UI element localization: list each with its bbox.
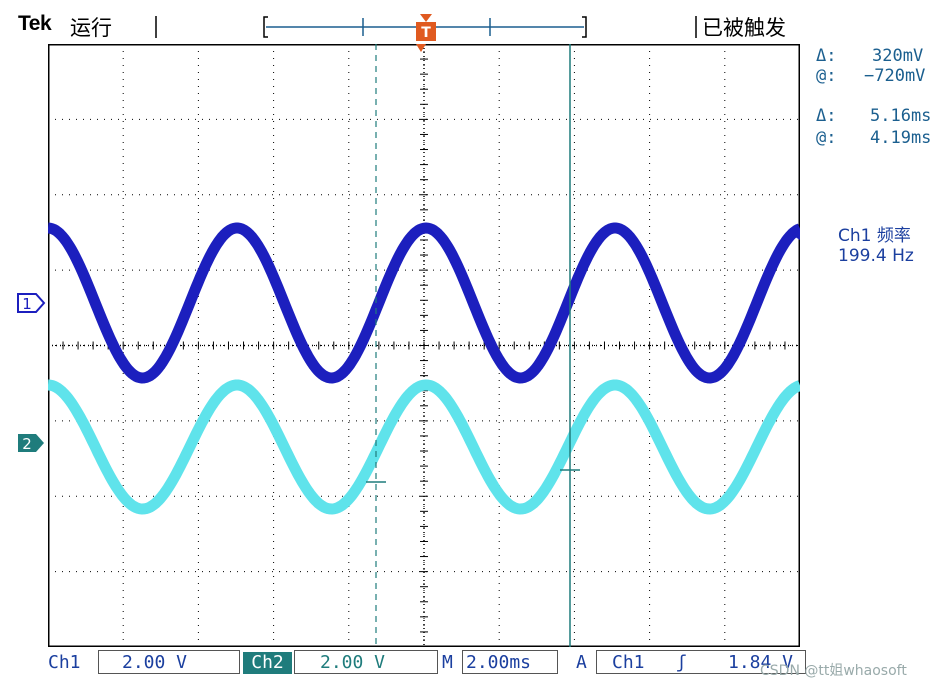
- trigger-box[interactable]: [596, 650, 806, 674]
- trigger-level-marker-icon: [792, 230, 800, 240]
- ch2-scale-box[interactable]: [294, 650, 438, 674]
- timebase-value[interactable]: 2.00ms: [466, 652, 532, 673]
- cursor-readouts: Δ: 320mV @: −720mV Δ: 5.16ms @: 4.19ms: [816, 44, 952, 274]
- brand-logo: Tek: [18, 12, 52, 35]
- at-t-label: @:: [816, 128, 837, 148]
- timebase-box[interactable]: [462, 650, 558, 674]
- ch2-waveform: [48, 379, 800, 515]
- ch1-ground-marker-icon[interactable]: 1: [16, 290, 50, 318]
- delta-v-label: Δ:: [816, 46, 837, 66]
- trigger-mode-label: A: [576, 652, 587, 673]
- trigger-source[interactable]: Ch1: [612, 652, 645, 673]
- measurement-value: 199.4 Hz: [838, 246, 914, 266]
- ch1-scale-box[interactable]: [98, 650, 240, 674]
- status-bar: Tek 运行 T 已被触发: [0, 0, 952, 44]
- ch1-waveform: [48, 222, 800, 384]
- at-v-label: @:: [816, 66, 837, 86]
- measurement-label: Ch1 频率: [838, 226, 911, 246]
- ch2-scale[interactable]: 2.00 V: [320, 652, 386, 673]
- ch2-ground-marker-icon[interactable]: 2: [16, 430, 50, 458]
- trigger-status: 已被触发: [702, 16, 786, 40]
- at-v-value: −720mV: [864, 66, 926, 86]
- trigger-level[interactable]: 1.84 V: [728, 652, 794, 673]
- timebase-record-indicator: [155, 16, 697, 38]
- svg-text:1: 1: [22, 295, 32, 313]
- ch2-label[interactable]: Ch2: [243, 652, 292, 674]
- delta-v-value: 320mV: [872, 46, 924, 66]
- ch1-label[interactable]: Ch1: [48, 652, 81, 673]
- delta-t-label: Δ:: [816, 106, 837, 126]
- watermark: CSDN @tt姐whaosoft: [760, 663, 907, 679]
- svg-text:2: 2: [22, 435, 32, 453]
- trigger-point-icon: [416, 44, 426, 52]
- ch1-scale[interactable]: 2.00 V: [122, 652, 188, 673]
- trigger-marker-text: T: [421, 25, 431, 41]
- timebase-label: M: [442, 652, 453, 673]
- trigger-slope-icon: ʃ: [676, 652, 687, 673]
- settings-bar: Ch1 2.00 V 2.00 V M 2.00ms A Ch1 ʃ 1.84 …: [0, 648, 952, 688]
- at-t-value: 4.19ms: [870, 128, 932, 148]
- trigger-position-marker-icon: T: [416, 14, 436, 41]
- ch1-frequency-measurement: Ch1 频率 199.4 Hz: [838, 226, 914, 266]
- waveform-display[interactable]: [48, 44, 800, 647]
- delta-t-value: 5.16ms: [870, 106, 932, 126]
- run-status: 运行: [70, 16, 112, 40]
